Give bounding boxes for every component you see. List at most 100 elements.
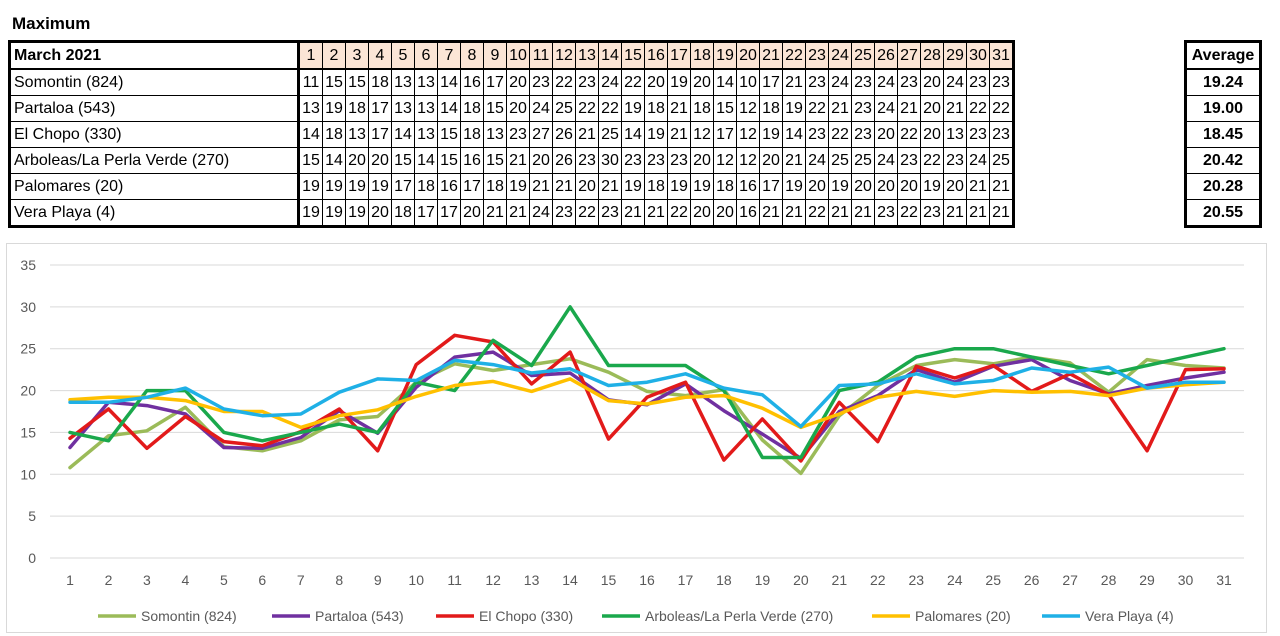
temperature-cell: 22 — [575, 199, 599, 227]
day-header: 13 — [575, 41, 599, 70]
temperature-cell: 21 — [529, 173, 553, 200]
day-header: 23 — [805, 41, 829, 70]
temperature-cell: 22 — [667, 199, 691, 227]
temperature-cell: 19 — [345, 173, 369, 200]
temperature-cell: 19 — [667, 173, 691, 200]
day-header: 9 — [483, 41, 507, 70]
day-header: 4 — [368, 41, 392, 70]
temperature-cell: 23 — [966, 68, 990, 96]
temperature-cell: 21 — [943, 95, 967, 122]
temperature-cell: 21 — [621, 199, 645, 227]
temperature-cell: 20 — [368, 199, 392, 227]
temperature-cell: 13 — [483, 121, 507, 148]
temperature-cell: 18 — [690, 95, 714, 122]
temperature-cell: 24 — [874, 147, 898, 174]
temperature-cell: 17 — [414, 199, 438, 227]
temperature-cell: 23 — [552, 199, 576, 227]
temperature-cell: 23 — [575, 147, 599, 174]
legend-label: Palomares (20) — [915, 608, 1011, 624]
y-axis-ticks: 0 5 10 15 20 25 30 35 — [20, 257, 36, 566]
legend-label: Vera Playa (4) — [1085, 608, 1174, 624]
x-tick-label: 25 — [985, 572, 1001, 588]
legend-label: Arboleas/La Perla Verde (270) — [645, 608, 833, 624]
temperature-cell: 21 — [552, 173, 576, 200]
temperature-cell: 18 — [368, 68, 392, 96]
temperature-cell: 12 — [736, 121, 760, 148]
temperature-cell: 15 — [437, 147, 461, 174]
temperature-cell: 20 — [529, 147, 553, 174]
x-axis-ticks: 1 2 3 4 5 6 7 8 9 10 11 12 13 14 15 16 17 18 19 20 21 22 23 24 2… — [66, 572, 1232, 588]
temperature-cell: 13 — [391, 68, 415, 96]
temperature-cell: 23 — [529, 68, 553, 96]
series-line-5 — [68, 358, 1226, 429]
day-header: 8 — [460, 41, 484, 70]
temperature-cell: 18 — [414, 173, 438, 200]
x-tick-label: 11 — [447, 572, 462, 588]
station-name: Palomares (20) — [9, 173, 300, 200]
x-tick-label: 16 — [639, 572, 655, 588]
temperature-cell: 19 — [298, 199, 323, 227]
temperature-cell: 15 — [483, 95, 507, 122]
average-value: 19.24 — [1185, 68, 1261, 96]
temperature-cell: 24 — [598, 68, 622, 96]
temperature-cell: 16 — [460, 68, 484, 96]
day-header: 29 — [943, 41, 967, 70]
temperature-cell: 20 — [920, 95, 944, 122]
x-tick-label: 30 — [1178, 572, 1194, 588]
temperature-cell: 26 — [552, 147, 576, 174]
day-header: 21 — [759, 41, 783, 70]
temperature-cell: 15 — [483, 147, 507, 174]
temperature-cell: 22 — [828, 121, 852, 148]
day-header: 7 — [437, 41, 461, 70]
temperature-cell: 14 — [298, 121, 323, 148]
temperature-cell: 18 — [713, 173, 737, 200]
temperature-cell: 21 — [851, 199, 875, 227]
temperature-cell: 15 — [322, 68, 346, 96]
temperature-cell: 18 — [644, 95, 668, 122]
y-tick-label: 10 — [20, 466, 36, 482]
x-tick-label: 27 — [1062, 572, 1078, 588]
average-header: Average — [1185, 41, 1261, 70]
temperature-cell: 13 — [391, 95, 415, 122]
temperature-cell: 17 — [713, 121, 737, 148]
y-tick-label: 20 — [20, 383, 36, 399]
day-header: 24 — [828, 41, 852, 70]
day-header: 25 — [851, 41, 875, 70]
temperature-cell: 13 — [414, 121, 438, 148]
temperature-cell: 17 — [391, 173, 415, 200]
day-header: 12 — [552, 41, 576, 70]
x-tick-label: 29 — [1139, 572, 1155, 588]
temperature-cell: 19 — [667, 68, 691, 96]
temperature-cell: 18 — [345, 95, 369, 122]
temperature-cell: 21 — [828, 199, 852, 227]
y-tick-label: 25 — [20, 341, 36, 357]
temperature-cell: 25 — [598, 121, 622, 148]
temperature-cell: 23 — [966, 121, 990, 148]
temperature-cell: 13 — [298, 95, 323, 122]
temperature-cell: 23 — [943, 147, 967, 174]
temperature-cell: 23 — [805, 121, 829, 148]
station-name: Partaloa (543) — [9, 95, 300, 122]
average-value: 19.00 — [1185, 95, 1261, 122]
temperature-cell: 20 — [851, 173, 875, 200]
temperature-cell: 23 — [897, 147, 921, 174]
x-tick-label: 17 — [678, 572, 694, 588]
temperature-cell: 17 — [759, 173, 783, 200]
x-tick-label: 8 — [335, 572, 343, 588]
temperature-cell: 14 — [414, 147, 438, 174]
temperature-cell: 15 — [298, 147, 323, 174]
temperature-cell: 14 — [782, 121, 806, 148]
temperature-cell: 21 — [667, 95, 691, 122]
y-tick-label: 30 — [20, 299, 36, 315]
day-header: 10 — [506, 41, 530, 70]
x-tick-label: 10 — [408, 572, 424, 588]
temperature-cell: 25 — [851, 147, 875, 174]
temperature-cell: 23 — [851, 95, 875, 122]
x-tick-label: 31 — [1216, 572, 1232, 588]
day-header: 16 — [644, 41, 668, 70]
temperature-cell: 19 — [506, 173, 530, 200]
temperature-cell: 24 — [805, 147, 829, 174]
temperature-cell: 16 — [437, 173, 461, 200]
temperature-cell: 21 — [667, 121, 691, 148]
x-tick-label: 15 — [601, 572, 617, 588]
